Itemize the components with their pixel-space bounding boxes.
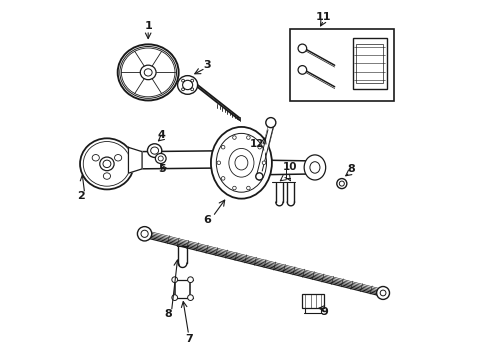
- Ellipse shape: [155, 153, 166, 163]
- Circle shape: [337, 179, 347, 189]
- Text: 3: 3: [203, 60, 211, 70]
- Circle shape: [298, 44, 307, 53]
- Circle shape: [258, 177, 262, 180]
- Bar: [290, 30, 394, 101]
- Bar: [302, 294, 324, 308]
- Ellipse shape: [177, 76, 197, 94]
- Ellipse shape: [100, 157, 114, 171]
- Text: 8: 8: [164, 310, 172, 319]
- Text: 8: 8: [347, 164, 355, 174]
- Bar: [353, 39, 387, 89]
- Circle shape: [258, 145, 262, 149]
- Circle shape: [262, 161, 266, 165]
- Text: 2: 2: [77, 191, 85, 201]
- Ellipse shape: [211, 127, 272, 199]
- Text: 10: 10: [283, 162, 297, 172]
- Ellipse shape: [140, 65, 156, 80]
- Circle shape: [188, 295, 194, 301]
- Circle shape: [233, 136, 236, 139]
- Circle shape: [217, 161, 220, 165]
- Circle shape: [266, 118, 276, 128]
- Ellipse shape: [118, 44, 179, 100]
- Circle shape: [137, 226, 152, 241]
- Circle shape: [246, 186, 250, 190]
- Circle shape: [256, 173, 263, 180]
- Polygon shape: [128, 147, 142, 173]
- Text: 7: 7: [185, 333, 193, 343]
- Circle shape: [233, 186, 236, 190]
- Text: 12: 12: [250, 139, 265, 149]
- Ellipse shape: [147, 144, 162, 157]
- Ellipse shape: [304, 155, 326, 180]
- Text: 1: 1: [144, 21, 152, 31]
- Circle shape: [377, 287, 390, 300]
- Bar: [356, 44, 383, 83]
- Text: 9: 9: [320, 307, 328, 317]
- Circle shape: [246, 136, 250, 139]
- Circle shape: [172, 295, 177, 301]
- Circle shape: [298, 66, 307, 74]
- Text: 6: 6: [203, 215, 211, 225]
- Circle shape: [221, 145, 225, 149]
- Text: 11: 11: [316, 12, 331, 22]
- Text: 5: 5: [158, 163, 166, 174]
- Circle shape: [172, 277, 177, 283]
- Text: 4: 4: [158, 130, 166, 140]
- Ellipse shape: [80, 138, 134, 189]
- Circle shape: [188, 277, 194, 283]
- Circle shape: [221, 177, 225, 180]
